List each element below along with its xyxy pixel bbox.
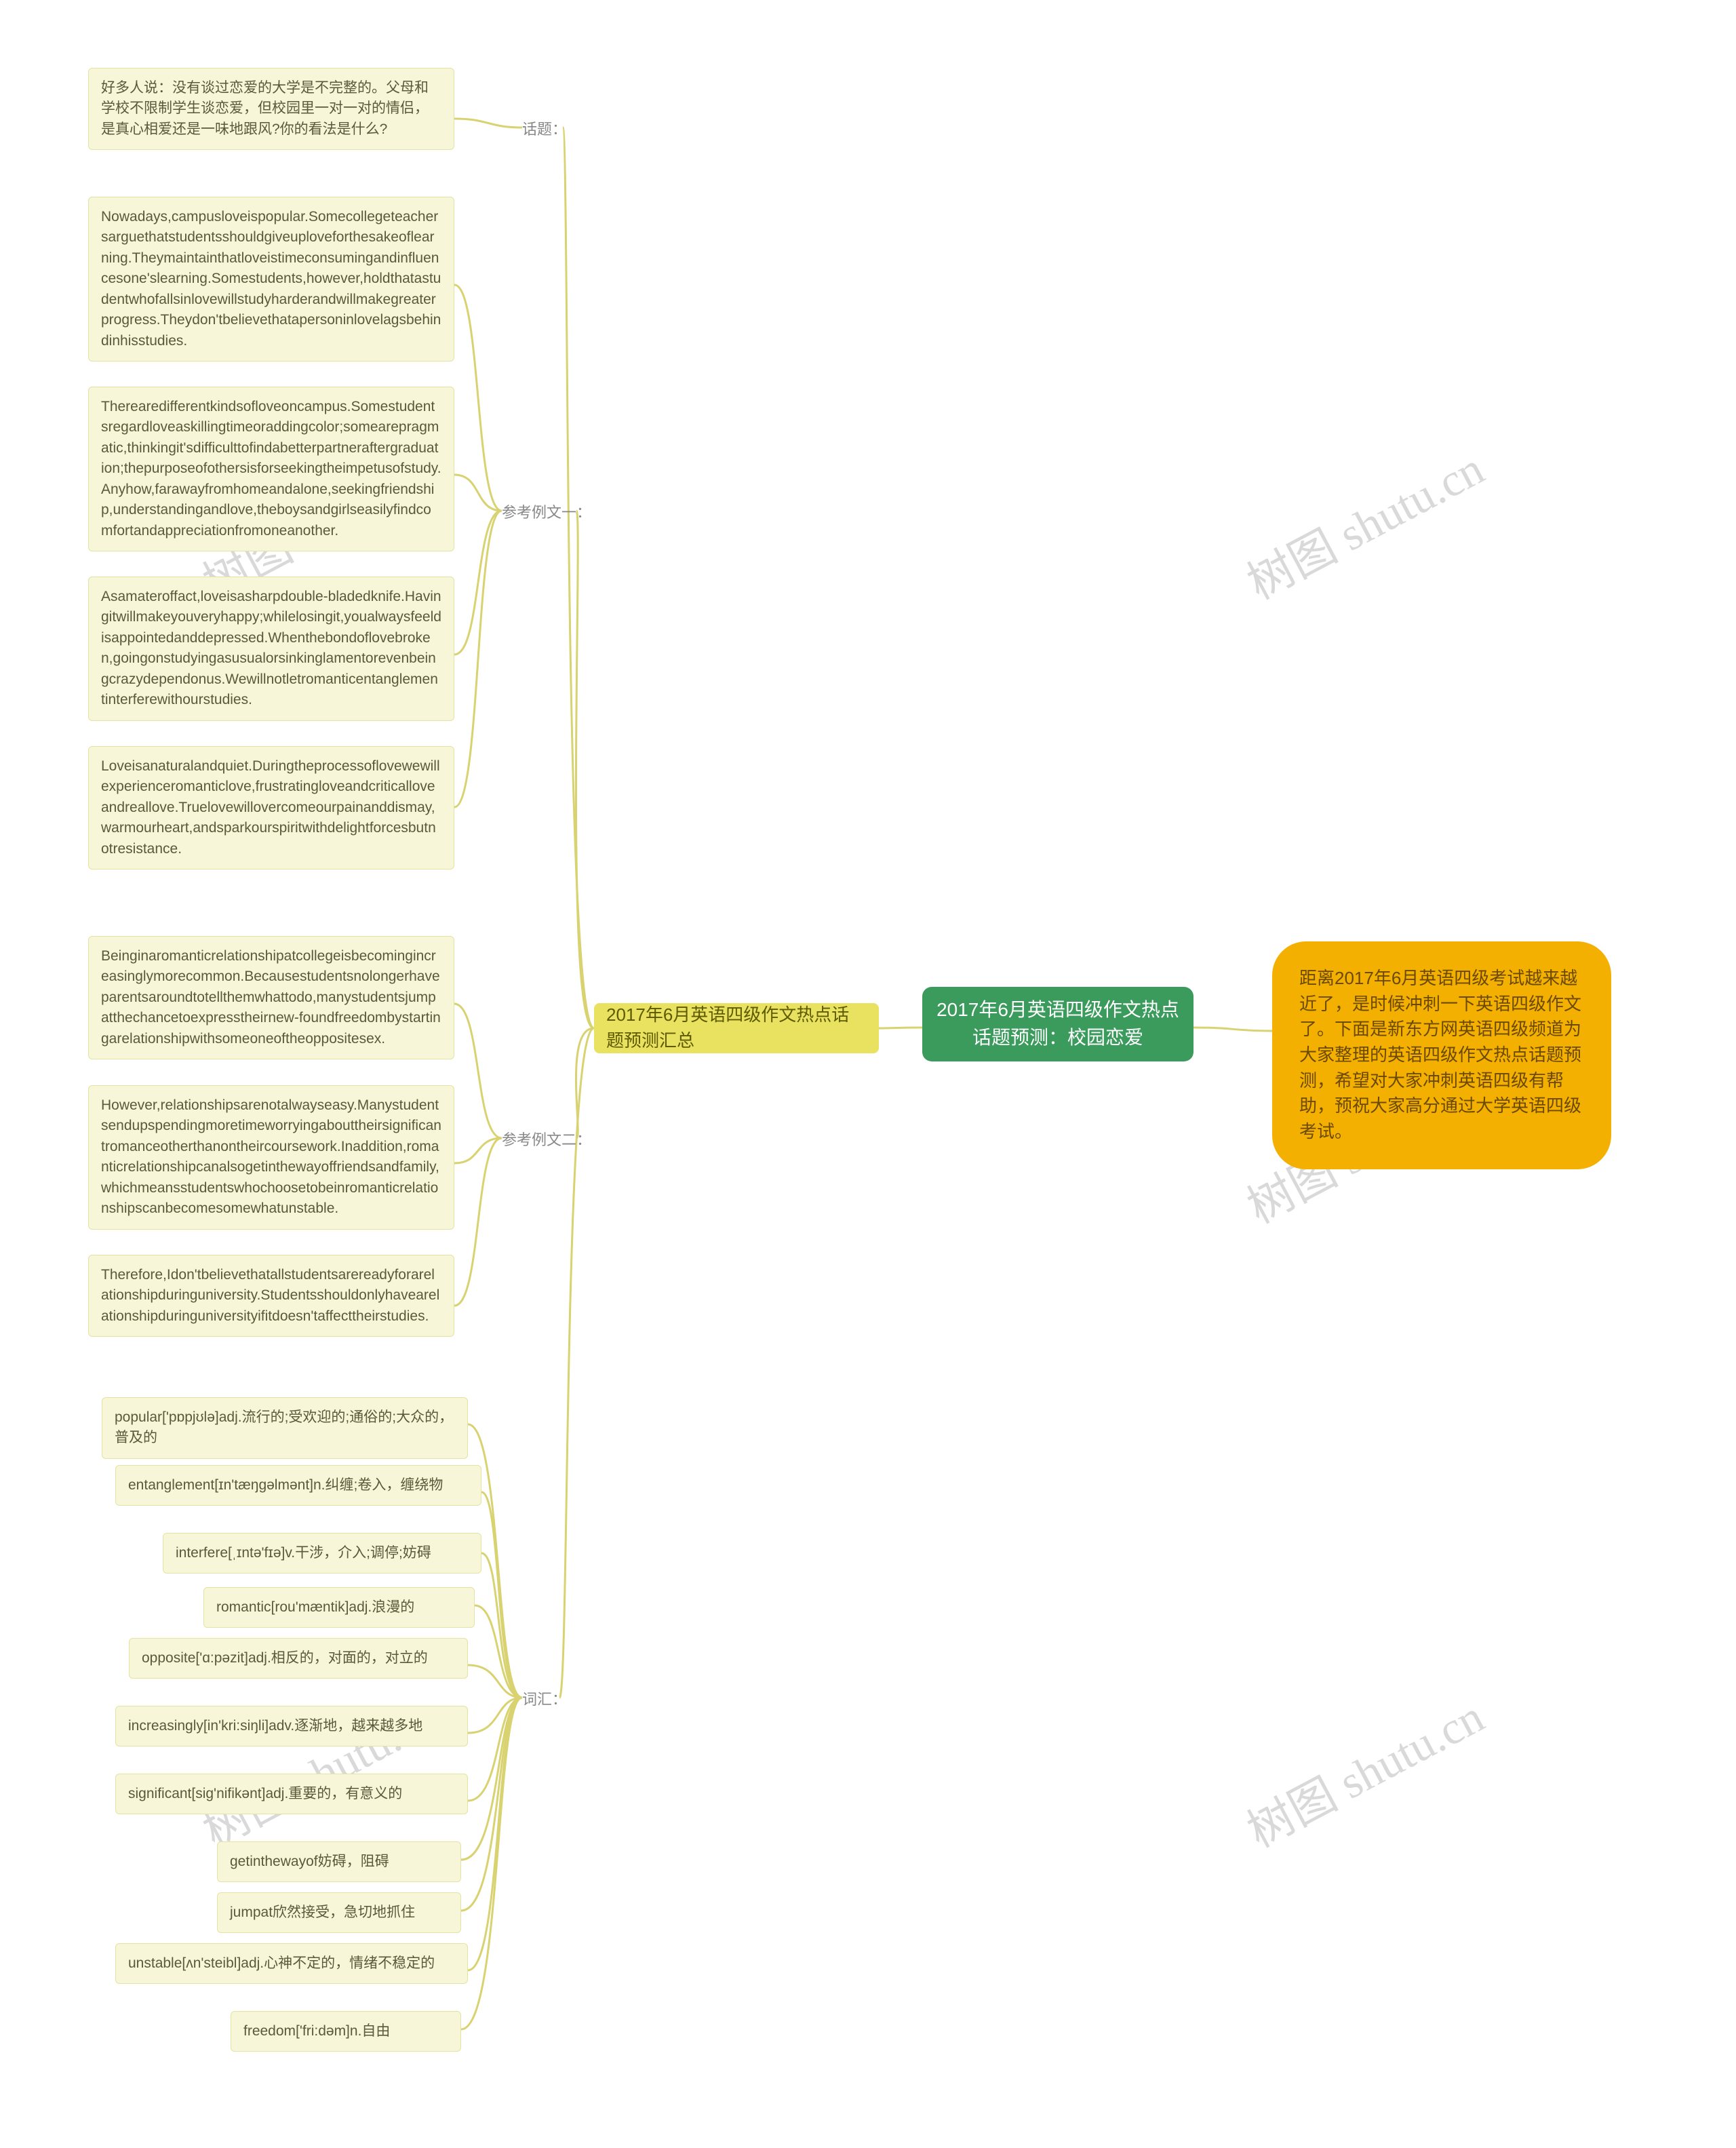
branch-vocab-label[interactable]: 词汇： (522, 1689, 567, 1711)
leaf-vocab[interactable]: increasingly[in'kri:siŋli]adv.逐渐地，越来越多地 (115, 1706, 468, 1746)
root-node[interactable]: 2017年6月英语四级作文热点话题预测：校园恋爱 (922, 987, 1194, 1061)
leaf-sample1[interactable]: Therearedifferentkindsofloveoncampus.Som… (88, 387, 454, 551)
leaf-sample2[interactable]: Beinginaromanticrelationshipatcollegeisb… (88, 936, 454, 1059)
branch-topic-label[interactable]: 话题： (522, 119, 567, 140)
intro-node[interactable]: 距离2017年6月英语四级考试越来越近了，是时候冲刺一下英语四级作文了。下面是新… (1272, 941, 1611, 1169)
leaf-vocab[interactable]: unstable[ʌn'steibl]adj.心神不定的，情绪不稳定的 (115, 1943, 468, 1984)
leaf-sample1[interactable]: Loveisanaturalandquiet.Duringtheprocesso… (88, 746, 454, 870)
leaf-vocab[interactable]: interfere[ˌɪntə'fɪə]v.干涉，介入;调停;妨碍 (163, 1533, 481, 1574)
leaf-vocab[interactable]: entanglement[ɪn'tæŋɡəlmənt]n.纠缠;卷入，缠绕物 (115, 1465, 481, 1506)
leaf-vocab[interactable]: romantic[rou'mæntik]adj.浪漫的 (203, 1587, 475, 1628)
summary-text: 2017年6月英语四级作文热点话题预测汇总 (606, 1002, 867, 1053)
watermark: 树图 shutu.cn (1234, 1679, 1493, 1860)
summary-node[interactable]: 2017年6月英语四级作文热点话题预测汇总 (594, 1003, 879, 1053)
leaf-topic[interactable]: 好多人说：没有谈过恋爱的大学是不完整的。父母和学校不限制学生谈恋爱，但校园里一对… (88, 68, 454, 150)
leaf-sample1[interactable]: Nowadays,campusloveispopular.Somecollege… (88, 197, 454, 362)
root-title: 2017年6月英语四级作文热点话题预测：校园恋爱 (934, 996, 1181, 1051)
leaf-sample1[interactable]: Asamateroffact,loveisasharpdouble-bladed… (88, 577, 454, 721)
intro-text: 距离2017年6月英语四级考试越来越近了，是时候冲刺一下英语四级作文了。下面是新… (1299, 968, 1581, 1141)
leaf-vocab[interactable]: jumpat欣然接受，急切地抓住 (217, 1892, 461, 1933)
leaf-vocab[interactable]: getinthewayof妨碍，阻碍 (217, 1841, 461, 1882)
leaf-vocab[interactable]: freedom['fri:dəm]n.自由 (231, 2011, 461, 2052)
leaf-vocab[interactable]: opposite['ɑ:pəzit]adj.相反的，对面的，对立的 (129, 1638, 468, 1679)
branch-sample2-label[interactable]: 参考例文二： (502, 1129, 591, 1151)
leaf-sample2[interactable]: Therefore,Idon'tbelievethatallstudentsar… (88, 1255, 454, 1337)
leaf-vocab[interactable]: significant[sig'nifikənt]adj.重要的，有意义的 (115, 1774, 468, 1814)
leaf-sample2[interactable]: However,relationshipsarenotalwayseasy.Ma… (88, 1085, 454, 1230)
leaf-vocab[interactable]: popular['pɒpjʊlə]adj.流行的;受欢迎的;通俗的;大众的，普及… (102, 1397, 468, 1459)
watermark: 树图 shutu.cn (1234, 431, 1493, 612)
branch-sample1-label[interactable]: 参考例文一： (502, 502, 591, 524)
